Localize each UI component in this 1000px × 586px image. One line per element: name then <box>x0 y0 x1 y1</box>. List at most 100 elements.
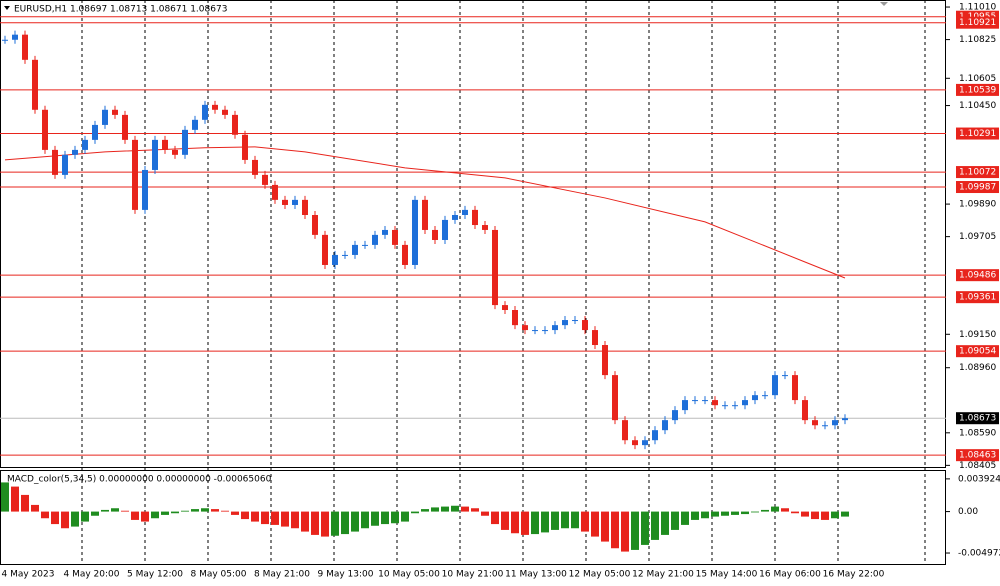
candle-body <box>792 375 798 401</box>
macd-bar <box>531 511 539 535</box>
candle-body <box>342 254 348 256</box>
candle-body <box>702 400 708 402</box>
macd-bar <box>731 511 739 515</box>
y-tick-label: 1.08960 <box>959 363 996 373</box>
macd-bar <box>181 510 189 512</box>
candle-body <box>42 109 48 150</box>
macd-bar <box>771 506 779 512</box>
x-tick-label: 9 May 13:00 <box>318 570 374 580</box>
symbol-menu[interactable] <box>4 6 10 10</box>
candle-body <box>52 149 58 175</box>
macd-bar <box>751 511 759 513</box>
chart-layer <box>0 0 946 565</box>
candle-body <box>492 229 498 306</box>
candle-body <box>532 330 538 332</box>
level-label: 1.10539 <box>959 85 996 95</box>
level-label-box <box>956 449 999 462</box>
macd-bar <box>111 508 119 512</box>
macd-bar <box>291 511 299 529</box>
candle-body <box>292 199 298 205</box>
scroll-arrow[interactable] <box>880 2 888 6</box>
level-label-box <box>956 291 999 304</box>
macd-bar <box>121 510 129 512</box>
candle-body <box>652 430 658 441</box>
candle-body <box>352 244 358 255</box>
macd-bar <box>801 511 809 517</box>
candle-body <box>282 199 288 205</box>
candle-body <box>832 420 838 426</box>
macd-bar <box>261 511 269 525</box>
candle-body <box>142 169 148 210</box>
candle-body <box>452 214 458 220</box>
x-tick-label: 4 May 2023 <box>2 570 55 580</box>
candle-body <box>232 114 238 135</box>
x-tick-label: 10 May 05:00 <box>378 570 440 580</box>
candle-body <box>22 34 28 60</box>
y-tick-label: 1.10450 <box>959 101 996 111</box>
macd-bar <box>831 511 839 519</box>
candle-body <box>592 330 598 346</box>
x-tick-label: 11 May 13:00 <box>505 570 567 580</box>
macd-bar <box>31 504 39 512</box>
y-tick-label: 1.09705 <box>959 232 996 242</box>
x-tick-label: 5 May 12:00 <box>127 570 183 580</box>
y-tick-label: 1.09150 <box>959 330 996 340</box>
macd-bar <box>371 511 379 526</box>
macd-bar <box>691 511 699 520</box>
candle-body <box>682 400 688 411</box>
candle-body <box>692 400 698 402</box>
candle-body <box>372 234 378 245</box>
macd-bar <box>1 482 9 512</box>
macd-bar <box>41 511 49 519</box>
macd-bar <box>331 511 339 536</box>
macd-bar <box>81 511 89 522</box>
candle-body <box>162 139 168 150</box>
candle-body <box>212 104 218 110</box>
macd-bar <box>601 511 609 542</box>
macd-bar <box>301 511 309 532</box>
macd-bar <box>461 506 469 512</box>
candle-body <box>842 418 848 421</box>
candle-body <box>642 440 648 446</box>
candle-body <box>172 149 178 155</box>
candle-body <box>542 330 548 332</box>
candle-body <box>632 440 638 446</box>
x-tick-label: 8 May 05:00 <box>191 570 247 580</box>
macd-bar <box>431 507 439 512</box>
macd-bar <box>311 511 319 535</box>
candle-body <box>62 154 68 175</box>
level-label-box <box>956 181 999 194</box>
macd-bar <box>21 494 29 512</box>
macd-bar <box>421 509 429 512</box>
macd-bar <box>241 511 249 520</box>
candle-body <box>32 59 38 110</box>
main-panel-frame <box>0 0 946 468</box>
macd-bar <box>681 511 689 525</box>
candle-body <box>602 345 608 376</box>
candle-body <box>272 184 278 200</box>
candle-body <box>202 104 208 120</box>
candle-body <box>512 310 518 326</box>
candle-body <box>812 420 818 426</box>
macd-bar <box>271 511 279 525</box>
candle-body <box>432 229 438 240</box>
candle-body <box>152 139 158 170</box>
candle-body <box>382 229 388 235</box>
candle-body <box>562 320 568 326</box>
candle-body <box>322 234 328 265</box>
level-label-box <box>956 166 999 179</box>
macd-y-tick-label: 0.0039241 <box>958 474 1000 484</box>
candle-body <box>622 420 628 441</box>
header: EURUSD,H1 1.08697 1.08713 1.08671 1.0867… <box>14 5 227 15</box>
macd-bar <box>821 511 829 520</box>
candle-body <box>122 114 128 140</box>
x-tick-label: 10 May 21:00 <box>442 570 504 580</box>
level-label-box <box>956 127 999 140</box>
macd-bar <box>151 511 159 519</box>
macd-bar <box>761 509 769 512</box>
macd-bar <box>611 511 619 549</box>
macd-bar <box>451 505 459 512</box>
candle-body <box>242 134 248 160</box>
candle-body <box>472 209 478 226</box>
